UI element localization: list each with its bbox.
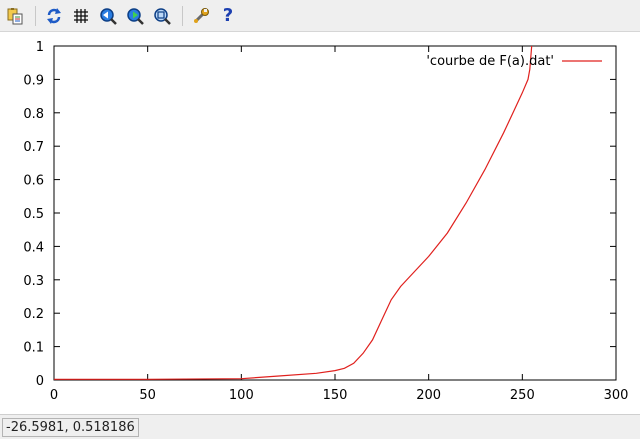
tick-labels: 0 50 100 150 200 250 300 0 0.1 0.2 0.3 0.4 0.5 0.6 0.7… [23,40,628,403]
toolbar: ? [0,0,640,32]
x-tick-label: 50 [139,388,156,403]
y-tick-label: 0.6 [23,174,44,189]
toolbar-separator [35,5,36,26]
y-tick-label: 0.3 [23,274,44,289]
x-tick-label: 100 [229,388,254,403]
help-glyph: ? [222,5,234,26]
grid-icon[interactable] [70,5,92,27]
copy-to-clipboard-icon[interactable] [4,5,26,27]
plot-area[interactable]: 0 50 100 150 200 250 300 0 0.1 0.2 0.3 0.4 0.5 0.6 0.7… [0,32,640,414]
toolbar-separator [182,5,183,26]
x-tick-label: 250 [510,388,535,403]
axes [53,45,617,381]
mouse-coordinates-readout: -26.5981, 0.518186 [2,418,139,437]
zoom-next-icon[interactable] [124,5,146,27]
plot-canvas[interactable]: 0 50 100 150 200 250 300 0 0.1 0.2 0.3 0.4 0.5 0.6 0.7… [0,32,640,414]
y-tick-label: 0.7 [23,140,44,155]
autoscale-icon[interactable] [151,5,173,27]
legend-label: 'courbe de F(a).dat' [426,54,554,69]
x-tick-label: 0 [50,388,58,403]
tick-marks [53,45,617,381]
status-bar: -26.5981, 0.518186 [0,414,640,439]
y-tick-label: 0.2 [23,307,44,322]
y-tick-label: 0 [36,374,44,389]
x-tick-label: 200 [416,388,441,403]
y-tick-label: 0.5 [23,207,44,222]
zoom-previous-icon[interactable] [97,5,119,27]
series-line [54,45,533,380]
x-tick-label: 300 [604,388,629,403]
help-icon[interactable]: ? [217,5,239,27]
y-tick-label: 0.4 [23,240,44,255]
settings-wrench-icon[interactable] [190,5,212,27]
x-tick-label: 150 [323,388,348,403]
plot-border [53,45,617,381]
y-tick-label: 0.1 [23,341,44,356]
legend: 'courbe de F(a).dat' [426,54,602,69]
series-layer [54,45,533,380]
replot-icon[interactable] [43,5,65,27]
y-tick-label: 0.8 [23,107,44,122]
y-tick-label: 0.9 [23,73,44,88]
y-tick-label: 1 [36,40,44,55]
